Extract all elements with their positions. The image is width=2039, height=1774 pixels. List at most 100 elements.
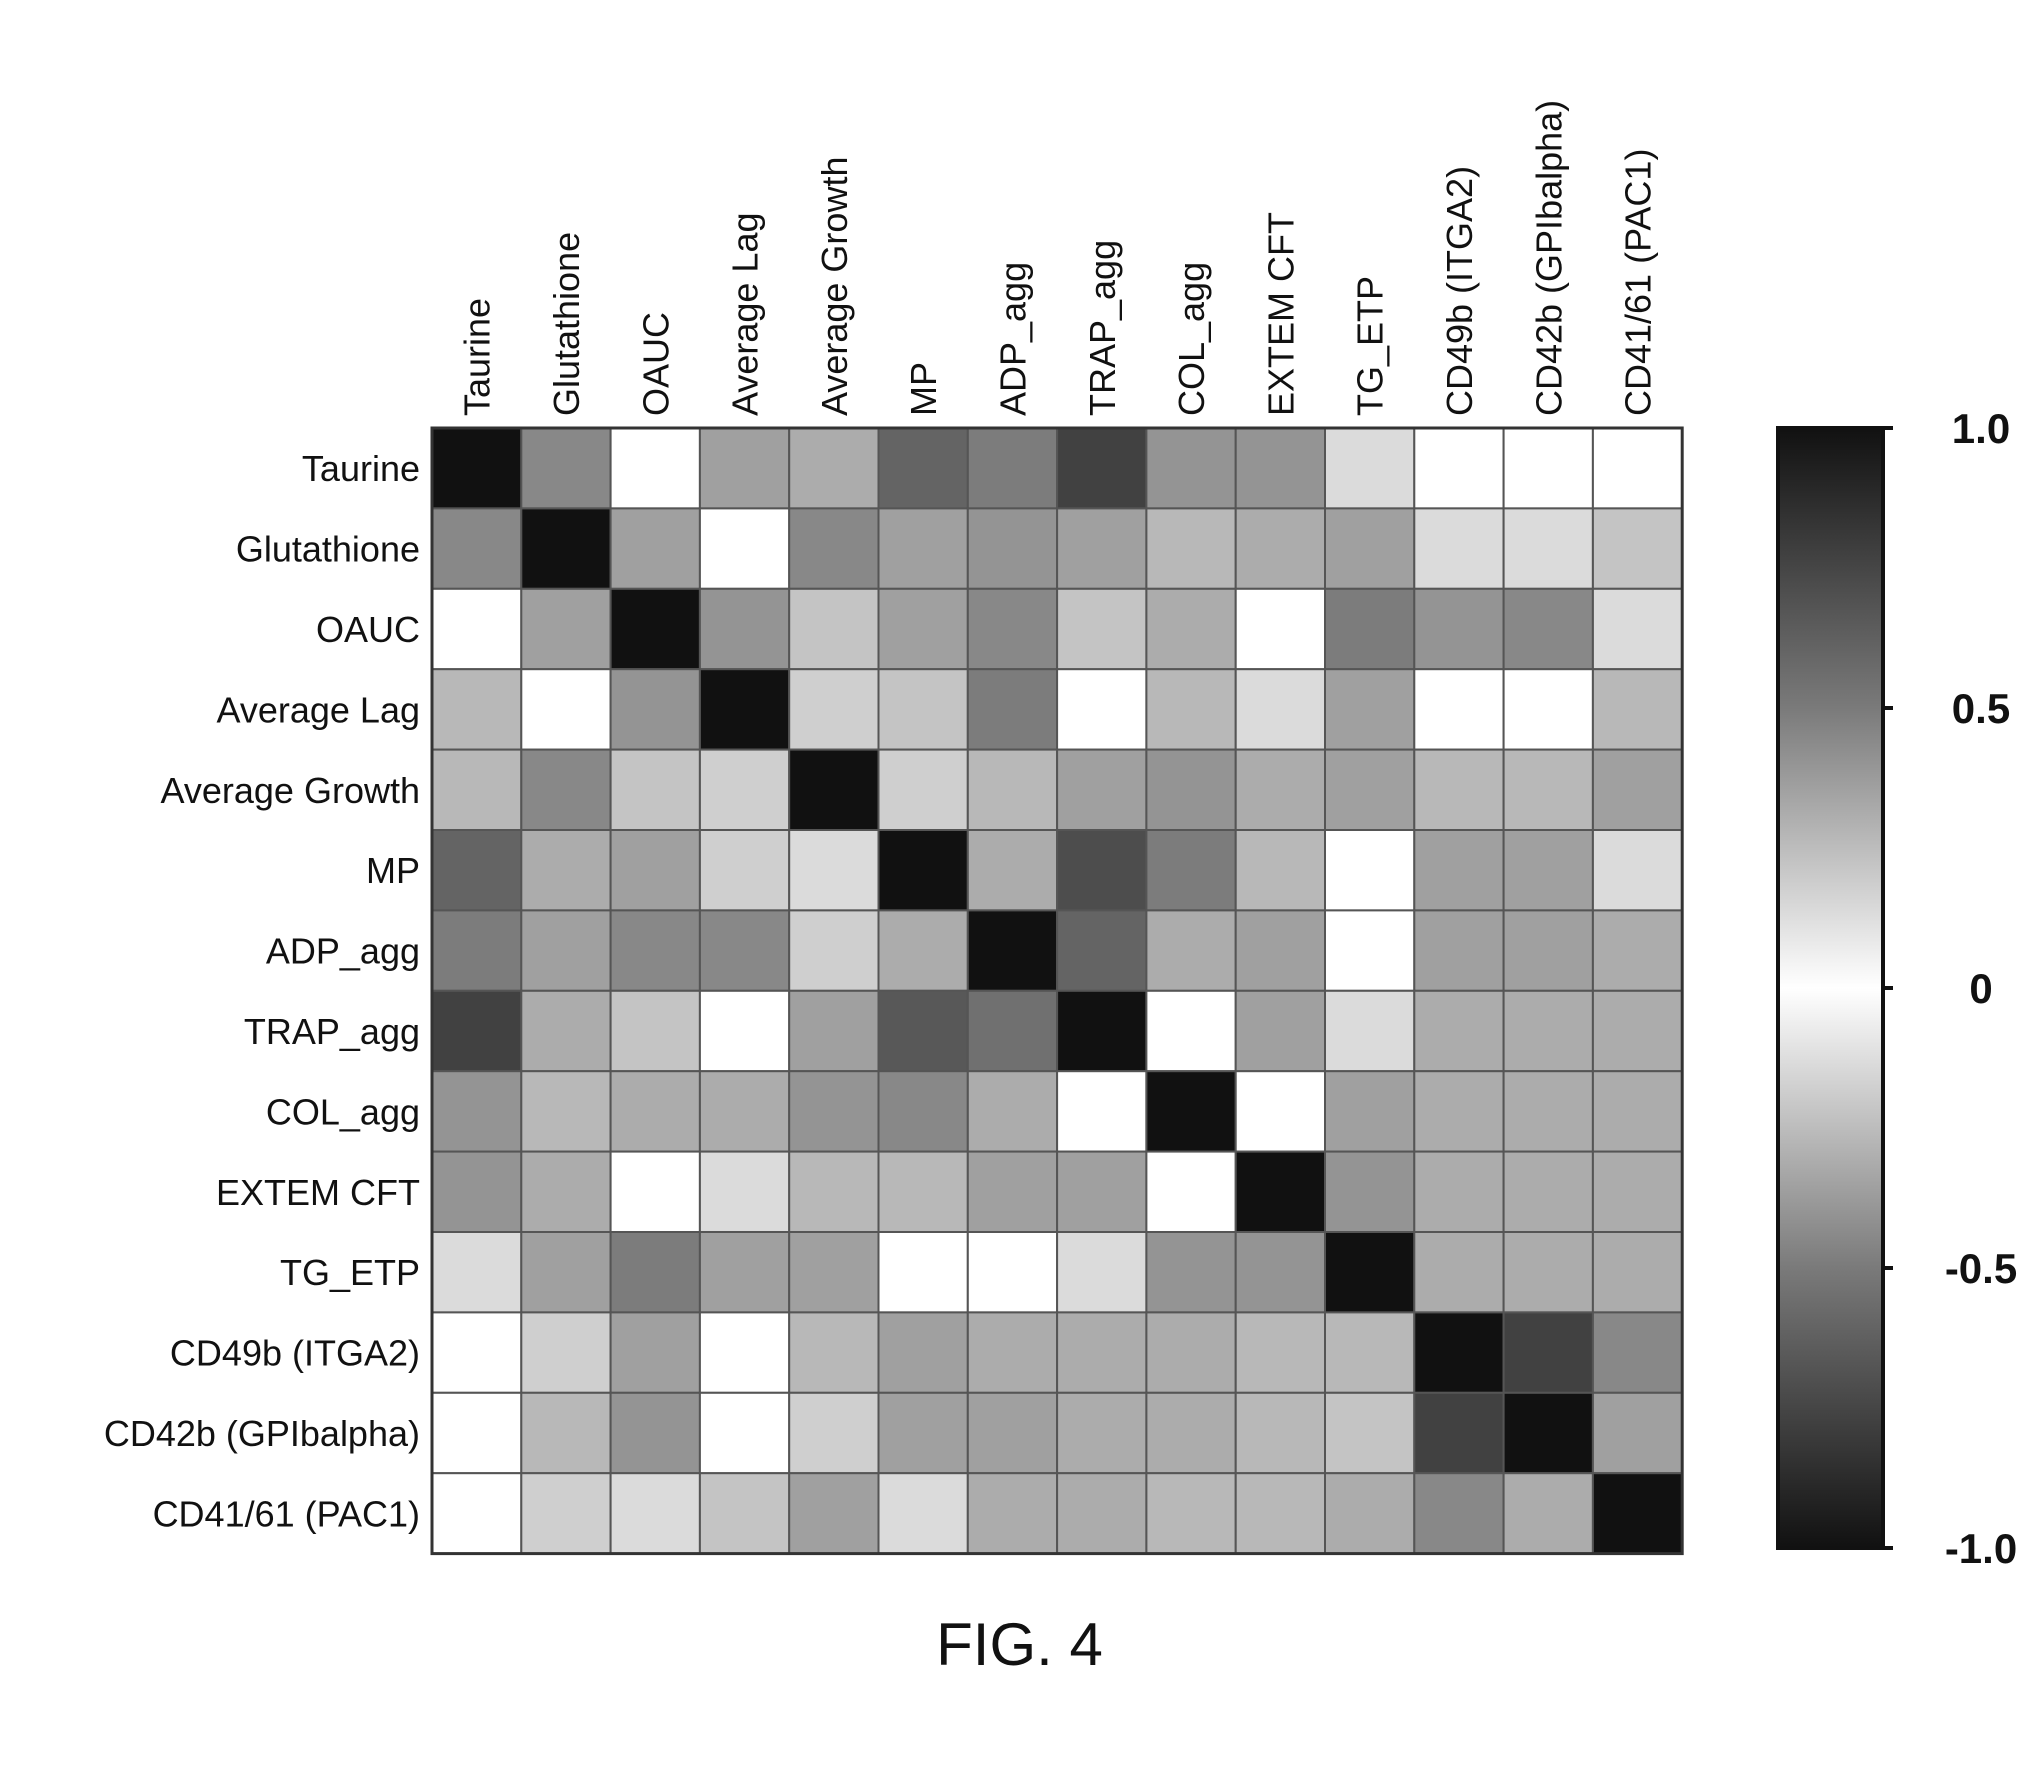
heatmap-cell [1591, 1231, 1684, 1314]
heatmap-cell [788, 427, 880, 510]
heatmap-cell [788, 1391, 880, 1475]
heatmap-cell [431, 668, 523, 751]
heatmap-cell [1056, 1391, 1148, 1475]
heatmap-cell [698, 748, 791, 831]
heatmap-cell [1502, 1231, 1594, 1314]
heatmap-cell [1591, 1472, 1684, 1555]
heatmap-cell [1502, 1311, 1594, 1394]
heatmap-cell [877, 1391, 969, 1475]
row-label: MP [366, 850, 420, 891]
heatmap-cell [1056, 1150, 1148, 1233]
heatmap-cell [609, 909, 701, 992]
colorbar-tick-label: -1.0 [1945, 1525, 2017, 1572]
row-label: CD49b (ITGA2) [170, 1333, 420, 1374]
heatmap-cell [877, 507, 969, 590]
heatmap-cell [1145, 909, 1237, 992]
heatmap-cell [1234, 507, 1326, 590]
heatmap-cell [698, 829, 791, 912]
heatmap-cell [788, 1150, 880, 1233]
heatmap-cell [1324, 668, 1416, 751]
heatmap-cell [1591, 1391, 1684, 1475]
colorbar-tick-label: 0 [1969, 965, 1992, 1012]
heatmap-cell [520, 909, 612, 992]
heatmap-cell [609, 1070, 701, 1153]
heatmap-cell [1324, 1070, 1416, 1153]
heatmap-cell [1056, 507, 1148, 590]
heatmap-cell [1502, 1150, 1594, 1233]
heatmap-cell [1324, 587, 1416, 671]
heatmap-cell [698, 1231, 791, 1314]
heatmap-cell [788, 668, 880, 751]
column-label: ADP_agg [992, 262, 1033, 416]
heatmap-cell [877, 1150, 969, 1233]
heatmap-cell [1413, 587, 1505, 671]
heatmap-cell [1145, 507, 1237, 590]
heatmap-cell [966, 989, 1059, 1073]
heatmap-cell [1413, 748, 1505, 831]
heatmap-cell [1324, 1311, 1416, 1394]
heatmap-cell [609, 507, 701, 590]
heatmap-cell [788, 748, 880, 831]
row-label: EXTEM CFT [216, 1172, 420, 1213]
heatmap-cells [430, 426, 1684, 1556]
heatmap-cell [520, 427, 612, 510]
heatmap-cell [1056, 1472, 1148, 1555]
column-label: COL_agg [1171, 262, 1212, 416]
heatmap-cell [609, 1472, 701, 1555]
colorbar-gradient [1776, 426, 1885, 1550]
heatmap-cell [1145, 668, 1237, 751]
heatmap-cell [788, 1231, 880, 1314]
heatmap-cell [966, 1070, 1059, 1153]
heatmap-cell [1324, 909, 1416, 992]
heatmap-cell [609, 668, 701, 751]
heatmap-cell [788, 587, 880, 671]
heatmap-cell [877, 427, 969, 510]
heatmap-cell [698, 1472, 791, 1555]
heatmap-cell [1413, 909, 1505, 992]
heatmap-cell [609, 427, 701, 510]
heatmap-cell [1502, 587, 1594, 671]
heatmap-cell [1234, 829, 1326, 912]
heatmap-cell [1234, 989, 1326, 1073]
heatmap-cell [1056, 1231, 1148, 1314]
heatmap-cell [1145, 1391, 1237, 1475]
heatmap-cell [431, 507, 523, 590]
heatmap-cell [1413, 427, 1505, 510]
heatmap-cell [698, 507, 791, 590]
heatmap-cell [431, 989, 523, 1073]
heatmap-cell [520, 829, 612, 912]
heatmap-cell [1413, 1472, 1505, 1555]
heatmap-cell [1056, 427, 1148, 510]
heatmap-cell [1324, 1150, 1416, 1233]
heatmap-cell [520, 1472, 612, 1555]
heatmap-cell [520, 748, 612, 831]
heatmap-cell [1056, 587, 1148, 671]
heatmap-cell [966, 1391, 1059, 1475]
heatmap-cell [1145, 1070, 1237, 1153]
heatmap-cell [877, 909, 969, 992]
heatmap-cell [1145, 427, 1237, 510]
heatmap-cell [1056, 1070, 1148, 1153]
heatmap-cell [1413, 507, 1505, 590]
heatmap-cell [966, 1472, 1059, 1555]
heatmap-cell [609, 829, 701, 912]
heatmap-cell [1591, 909, 1684, 992]
heatmap-cell [1234, 1070, 1326, 1153]
heatmap-cell [698, 1311, 791, 1394]
heatmap-cell [966, 1150, 1059, 1233]
heatmap-cell [1413, 1070, 1505, 1153]
heatmap-cell [1413, 1311, 1505, 1394]
heatmap-cell [1502, 829, 1594, 912]
column-label: Glutathione [546, 232, 587, 416]
row-label: COL_agg [266, 1091, 420, 1132]
heatmap-cell [520, 507, 612, 590]
heatmap-cell [1591, 1070, 1684, 1153]
heatmap-cell [520, 1070, 612, 1153]
column-label: CD49b (ITGA2) [1439, 166, 1480, 416]
heatmap-cell [609, 587, 701, 671]
column-labels: Taurine Glutathione OAUC Average Lag Average… [457, 100, 1659, 416]
heatmap-cell [877, 587, 969, 671]
column-label: EXTEM CFT [1260, 212, 1301, 416]
heatmap-cell [520, 668, 612, 751]
heatmap-cell [520, 1231, 612, 1314]
